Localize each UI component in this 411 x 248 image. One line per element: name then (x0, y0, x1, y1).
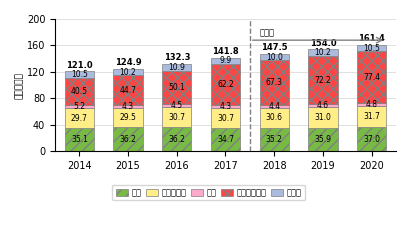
Bar (260, 105, 289, 108)
Text: 35.1: 35.1 (71, 135, 88, 144)
Bar (211, 105, 240, 108)
Text: 4.3: 4.3 (122, 102, 134, 111)
Text: 132.3: 132.3 (164, 53, 190, 62)
Bar (308, 50, 337, 56)
Text: 4.6: 4.6 (317, 101, 329, 110)
Bar (113, 69, 143, 75)
Text: 40.5: 40.5 (71, 87, 88, 96)
Bar (113, 75, 143, 105)
Bar (162, 64, 192, 71)
Text: 29.5: 29.5 (120, 113, 136, 122)
Bar (260, 108, 289, 128)
Text: 29.7: 29.7 (71, 114, 88, 123)
Text: 30.7: 30.7 (217, 114, 234, 123)
Bar (211, 128, 240, 151)
Text: 154.0: 154.0 (309, 39, 336, 48)
Text: 10.5: 10.5 (71, 70, 88, 79)
Bar (260, 128, 289, 151)
Bar (113, 108, 143, 127)
Text: 31.7: 31.7 (363, 112, 380, 121)
Text: 161.4: 161.4 (358, 34, 385, 43)
Y-axis label: （億ドル）: （億ドル） (15, 72, 24, 99)
Text: 10.2: 10.2 (314, 48, 331, 57)
Text: 121.0: 121.0 (66, 61, 92, 70)
Bar (308, 107, 337, 127)
Bar (113, 105, 143, 108)
Text: 4.4: 4.4 (268, 102, 280, 111)
Text: 141.8: 141.8 (212, 47, 239, 56)
Text: 34.7: 34.7 (217, 135, 234, 144)
Text: 124.9: 124.9 (115, 58, 141, 67)
Text: 67.3: 67.3 (266, 78, 283, 87)
Text: 4.5: 4.5 (171, 101, 183, 110)
Bar (65, 71, 94, 78)
Bar (65, 105, 94, 108)
Text: 147.5: 147.5 (261, 43, 288, 52)
Text: 62.2: 62.2 (217, 80, 234, 89)
Text: 4.3: 4.3 (219, 102, 231, 111)
Bar (162, 107, 192, 127)
Text: 35.9: 35.9 (314, 135, 331, 144)
Bar (211, 64, 240, 105)
Text: 31.0: 31.0 (314, 113, 331, 122)
Bar (357, 103, 386, 106)
Text: 72.2: 72.2 (314, 76, 331, 85)
Bar (357, 127, 386, 151)
Bar (65, 128, 94, 151)
Text: 予測値: 予測値 (260, 29, 275, 37)
Bar (162, 71, 192, 104)
Bar (308, 127, 337, 151)
Text: 10.9: 10.9 (169, 63, 185, 72)
Bar (211, 108, 240, 128)
Text: 50.1: 50.1 (169, 83, 185, 92)
Text: 10.5: 10.5 (363, 43, 380, 53)
Bar (260, 60, 289, 105)
Text: 36.2: 36.2 (169, 135, 185, 144)
Text: 10.2: 10.2 (120, 67, 136, 77)
Bar (162, 127, 192, 151)
Legend: 北米, 欧州その他, 日本, アジア太平洋, 中南米: 北米, 欧州その他, 日本, アジア太平洋, 中南米 (112, 185, 305, 200)
Bar (357, 52, 386, 103)
Bar (308, 104, 337, 107)
Text: 44.7: 44.7 (120, 86, 136, 95)
Text: 30.7: 30.7 (168, 113, 185, 122)
Text: 77.4: 77.4 (363, 73, 380, 82)
Bar (65, 78, 94, 105)
Text: 10.0: 10.0 (266, 53, 283, 62)
Text: 30.6: 30.6 (266, 113, 283, 123)
Bar (260, 54, 289, 60)
Text: 36.2: 36.2 (120, 135, 136, 144)
Bar (308, 56, 337, 104)
Text: 4.8: 4.8 (366, 100, 378, 109)
Bar (357, 45, 386, 52)
Text: 5.2: 5.2 (73, 102, 85, 111)
Bar (65, 108, 94, 128)
Bar (162, 104, 192, 107)
Text: 37.0: 37.0 (363, 135, 380, 144)
Text: 35.2: 35.2 (266, 135, 283, 144)
Bar (211, 58, 240, 64)
Text: 9.9: 9.9 (219, 56, 231, 65)
Bar (113, 127, 143, 151)
Bar (357, 106, 386, 127)
